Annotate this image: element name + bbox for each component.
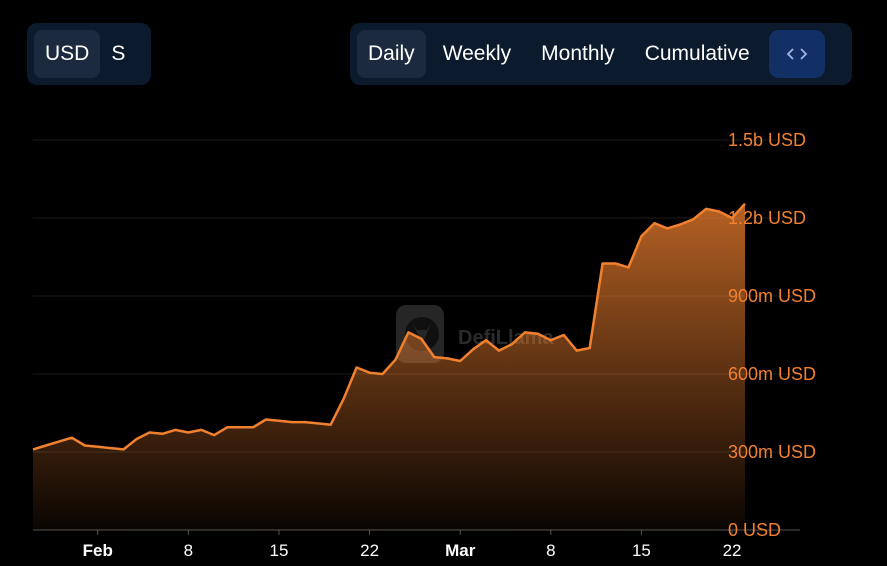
y-tick-label: 1.2b USD	[728, 208, 806, 228]
period-toggle: Daily Weekly Monthly Cumulative	[350, 23, 852, 85]
x-tick-label: 15	[632, 541, 651, 560]
x-tick-label: 22	[723, 541, 742, 560]
y-tick-label: 0 USD	[728, 520, 781, 540]
period-cumulative-button[interactable]: Cumulative	[644, 42, 750, 65]
y-tick-label: 900m USD	[728, 286, 816, 306]
embed-code-button[interactable]	[768, 30, 825, 78]
x-tick-label: 8	[184, 541, 193, 560]
y-tick-label: 1.5b USD	[728, 130, 806, 150]
x-tick-label: 15	[270, 541, 289, 560]
period-monthly-button[interactable]: Monthly	[541, 42, 615, 65]
period-weekly-button[interactable]: Weekly	[442, 42, 512, 65]
currency-usd-button[interactable]: USD	[34, 30, 101, 78]
x-tick-label: Feb	[83, 541, 113, 560]
x-tick-label: 22	[360, 541, 379, 560]
y-axis: 0 USD 300m USD 600m USD 900m USD 1.2b USD 1.5…	[728, 130, 816, 540]
code-brackets-icon	[786, 48, 808, 60]
series-area	[33, 203, 745, 530]
currency-s-button[interactable]: S	[111, 42, 126, 65]
x-axis: Feb 8 15 22 Mar 8 15 22	[83, 530, 742, 560]
y-tick-label: 600m USD	[728, 364, 816, 384]
x-tick-label: Mar	[445, 541, 476, 560]
currency-toggle: USD S	[27, 23, 151, 85]
period-daily-button[interactable]: Daily	[357, 30, 426, 78]
x-tick-label: 8	[546, 541, 555, 560]
y-tick-label: 300m USD	[728, 442, 816, 462]
series-line	[32, 202, 746, 451]
